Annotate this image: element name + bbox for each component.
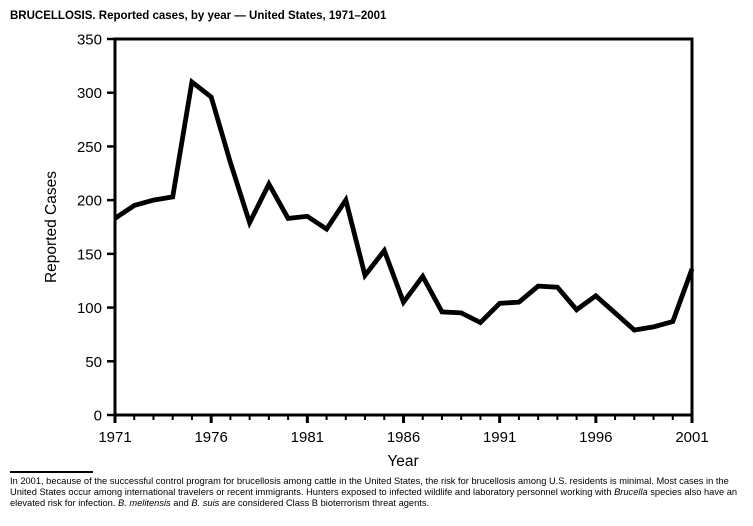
- reported-cases-line: [113, 77, 695, 333]
- x-tick-label: 1981: [291, 429, 324, 446]
- footnote-italic-term: Brucella: [614, 487, 648, 498]
- x-axis-title: Year: [387, 453, 419, 470]
- x-tick-label: 2001: [675, 429, 708, 446]
- footnote-text: In 2001, because of the successful contr…: [10, 476, 747, 510]
- plot-border: [113, 37, 694, 417]
- footnote-segment: and: [170, 498, 192, 509]
- line-chart-canvas: 0 50 100 150 200 250 300 350 1971 1976 1981 1986 199…: [77, 32, 709, 447]
- y-tick-label: 200: [77, 193, 102, 210]
- y-tick-label: 0: [94, 408, 102, 425]
- y-axis-title: Reported Cases: [43, 170, 60, 284]
- footnote-rule: [10, 471, 93, 473]
- footnote-italic-term: B. suis: [191, 498, 220, 509]
- y-tick-label: 250: [77, 139, 102, 156]
- y-tick-label: 350: [77, 32, 102, 49]
- x-tick-label: 1996: [579, 429, 612, 446]
- chart-title: BRUCELLOSIS. Reported cases, by year — U…: [10, 10, 387, 22]
- x-tick-label: 1971: [98, 429, 131, 446]
- footnote-segment: species also have an elevated risk for i…: [10, 487, 738, 509]
- y-tick-label: 300: [77, 85, 102, 102]
- footnote-italic-term: B. melitensis: [118, 498, 171, 509]
- x-tick-label: 1991: [483, 429, 516, 446]
- y-tick-label: 150: [77, 246, 102, 263]
- y-tick-label: 50: [85, 354, 102, 371]
- x-tick-label: 1986: [387, 429, 420, 446]
- x-tick-label: 1976: [194, 429, 227, 446]
- y-tick-label: 100: [77, 300, 102, 317]
- footnote-segment: are considered Class B bioterrorism thre…: [219, 498, 430, 509]
- footnote-segment: In 2001, because of the successful contr…: [10, 476, 729, 498]
